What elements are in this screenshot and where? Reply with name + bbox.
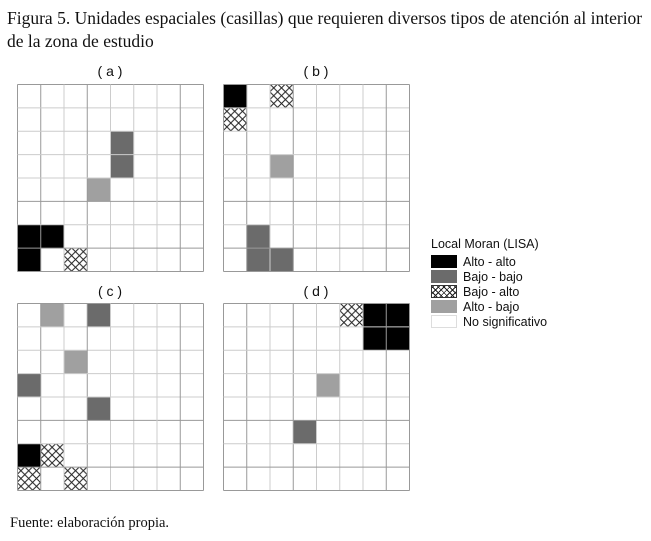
panel-c-grid <box>17 303 204 491</box>
cell-hl <box>87 178 111 202</box>
cell-lh <box>339 303 363 327</box>
cell-hh <box>363 303 387 327</box>
cell-hh <box>363 326 387 351</box>
cell-ll <box>270 248 294 272</box>
cell-ll <box>87 397 111 421</box>
cell-hh <box>17 443 41 468</box>
cell-lh <box>17 467 41 491</box>
cell-lh <box>40 443 64 468</box>
legend-item-lh: Bajo - alto <box>431 284 547 299</box>
panel-a-grid <box>17 84 204 272</box>
panel-d-label: ( d ) <box>303 283 329 299</box>
legend-swatch <box>431 300 457 313</box>
cell-ll <box>246 224 270 249</box>
cell-hh <box>223 84 247 108</box>
cell-ll <box>110 154 134 178</box>
cell-hh <box>17 224 41 249</box>
legend-swatch <box>431 270 457 283</box>
legend-label: Bajo - alto <box>463 284 520 299</box>
cell-ll <box>293 420 317 444</box>
cell-lh <box>64 248 88 272</box>
source-note: Fuente: elaboración propia. <box>10 515 170 531</box>
legend: Local Moran (LISA) Alto - alto Bajo - ba… <box>431 237 547 329</box>
legend-label: No significativo <box>463 314 548 329</box>
cell-ll <box>246 248 270 272</box>
cell-ll <box>87 303 111 327</box>
legend-item-ns: No significativo <box>431 314 547 329</box>
cell-lh <box>270 84 294 108</box>
cell-hl <box>316 373 340 397</box>
panel-b-label: ( b ) <box>303 63 329 79</box>
cell-hl <box>64 350 88 374</box>
legend-swatch <box>431 315 457 328</box>
cell-lh <box>223 107 247 132</box>
cell-ll <box>110 131 134 155</box>
cell-ll <box>17 373 41 397</box>
legend-swatch <box>431 255 457 268</box>
panel-d-grid <box>223 303 410 491</box>
cell-hl <box>40 303 64 327</box>
cell-hl <box>270 154 294 178</box>
cell-hh <box>386 326 410 351</box>
legend-title: Local Moran (LISA) <box>431 237 539 251</box>
legend-item-ll: Bajo - bajo <box>431 269 547 284</box>
cell-lh <box>64 467 88 491</box>
cell-hh <box>17 248 41 272</box>
legend-item-hl: Alto - bajo <box>431 299 547 314</box>
legend-label: Bajo - bajo <box>463 269 523 284</box>
legend-label: Alto - bajo <box>463 299 520 314</box>
panel-a-label: ( a ) <box>97 63 123 79</box>
cell-hh <box>40 224 64 249</box>
legend-item-hh: Alto - alto <box>431 254 547 269</box>
legend-label: Alto - alto <box>463 254 516 269</box>
panel-c-label: ( c ) <box>97 283 123 299</box>
figure-title: Figura 5. Unidades espaciales (casillas)… <box>7 8 643 51</box>
cell-hh <box>386 303 410 327</box>
legend-swatch <box>431 285 457 298</box>
panel-b-grid <box>223 84 410 272</box>
